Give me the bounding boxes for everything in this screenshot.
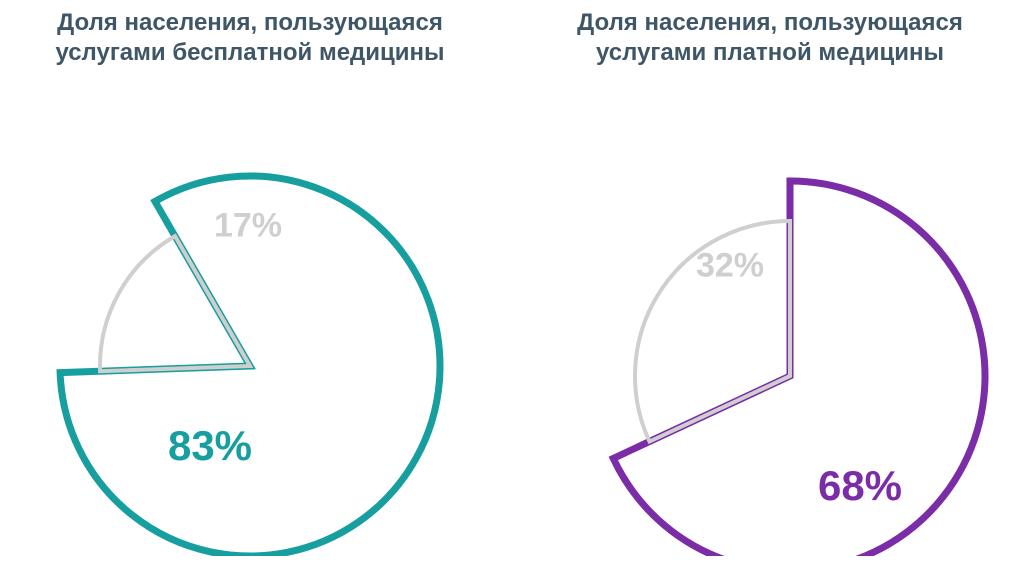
chart-free-medicine: Доля населения, пользующаяся услугами бе… — [20, 8, 480, 556]
chart-title-paid: Доля населения, пользующаяся услугами пл… — [540, 8, 1000, 68]
chart-paid-major-label: 68% — [818, 462, 902, 510]
chart-free-svg-holder: 83% 17% — [20, 86, 480, 556]
chart-free-major-label: 83% — [168, 422, 252, 470]
pie-slice-minor — [100, 236, 250, 371]
stage: Доля населения, пользующаяся услугами бе… — [0, 0, 1024, 564]
chart-title-free: Доля населения, пользующаяся услугами бе… — [20, 8, 480, 68]
chart-paid-minor-label: 32% — [696, 247, 764, 286]
chart-free-minor-label: 17% — [214, 207, 282, 246]
pie-free — [30, 86, 470, 556]
pie-slice-major — [613, 181, 985, 556]
chart-paid-medicine: Доля населения, пользующаяся услугами пл… — [540, 8, 1000, 556]
chart-paid-svg-holder: 68% 32% — [540, 86, 1000, 556]
pie-paid — [550, 86, 990, 556]
